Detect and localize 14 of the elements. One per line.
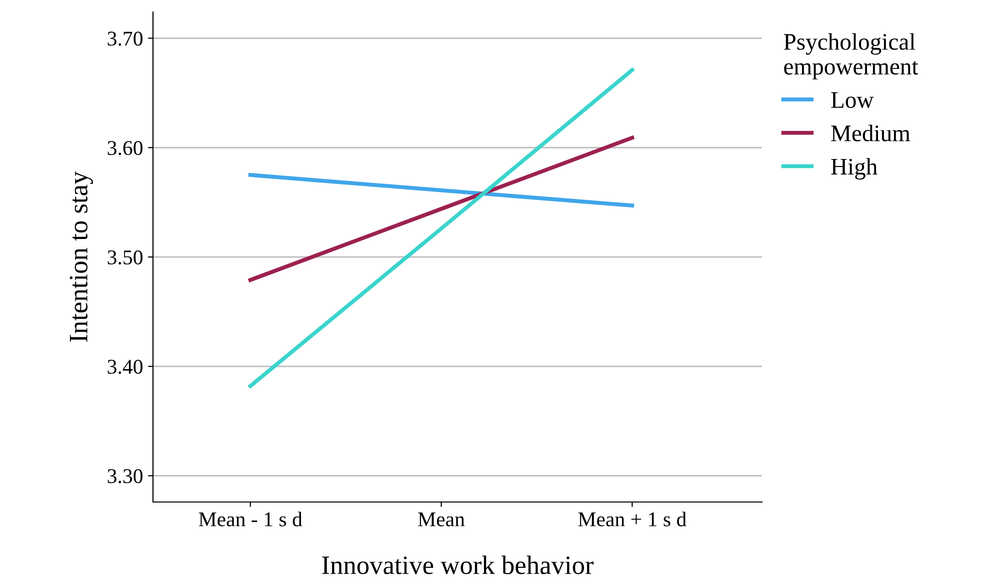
legend-title: Psychological empowerment <box>784 33 918 80</box>
y-tick-label: 3.40 <box>108 360 142 374</box>
x-tick-label: Mean + 1 s d <box>578 512 686 526</box>
x-tick-label: Mean <box>418 512 465 526</box>
y-axis-title: Intention to stay <box>70 171 93 342</box>
y-tick-label: 3.70 <box>108 32 142 46</box>
legend-label: High <box>831 158 878 180</box>
x-axis-title: Innovative work behavior <box>322 556 594 574</box>
legend-label: Medium <box>831 124 910 142</box>
x-tick-label: Mean - 1 s d <box>198 512 302 526</box>
y-tick-label: 3.50 <box>108 250 142 265</box>
legend-label: Low <box>831 92 874 108</box>
y-tick-label: 3.60 <box>108 141 142 156</box>
y-tick-label: 3.30 <box>108 469 142 484</box>
